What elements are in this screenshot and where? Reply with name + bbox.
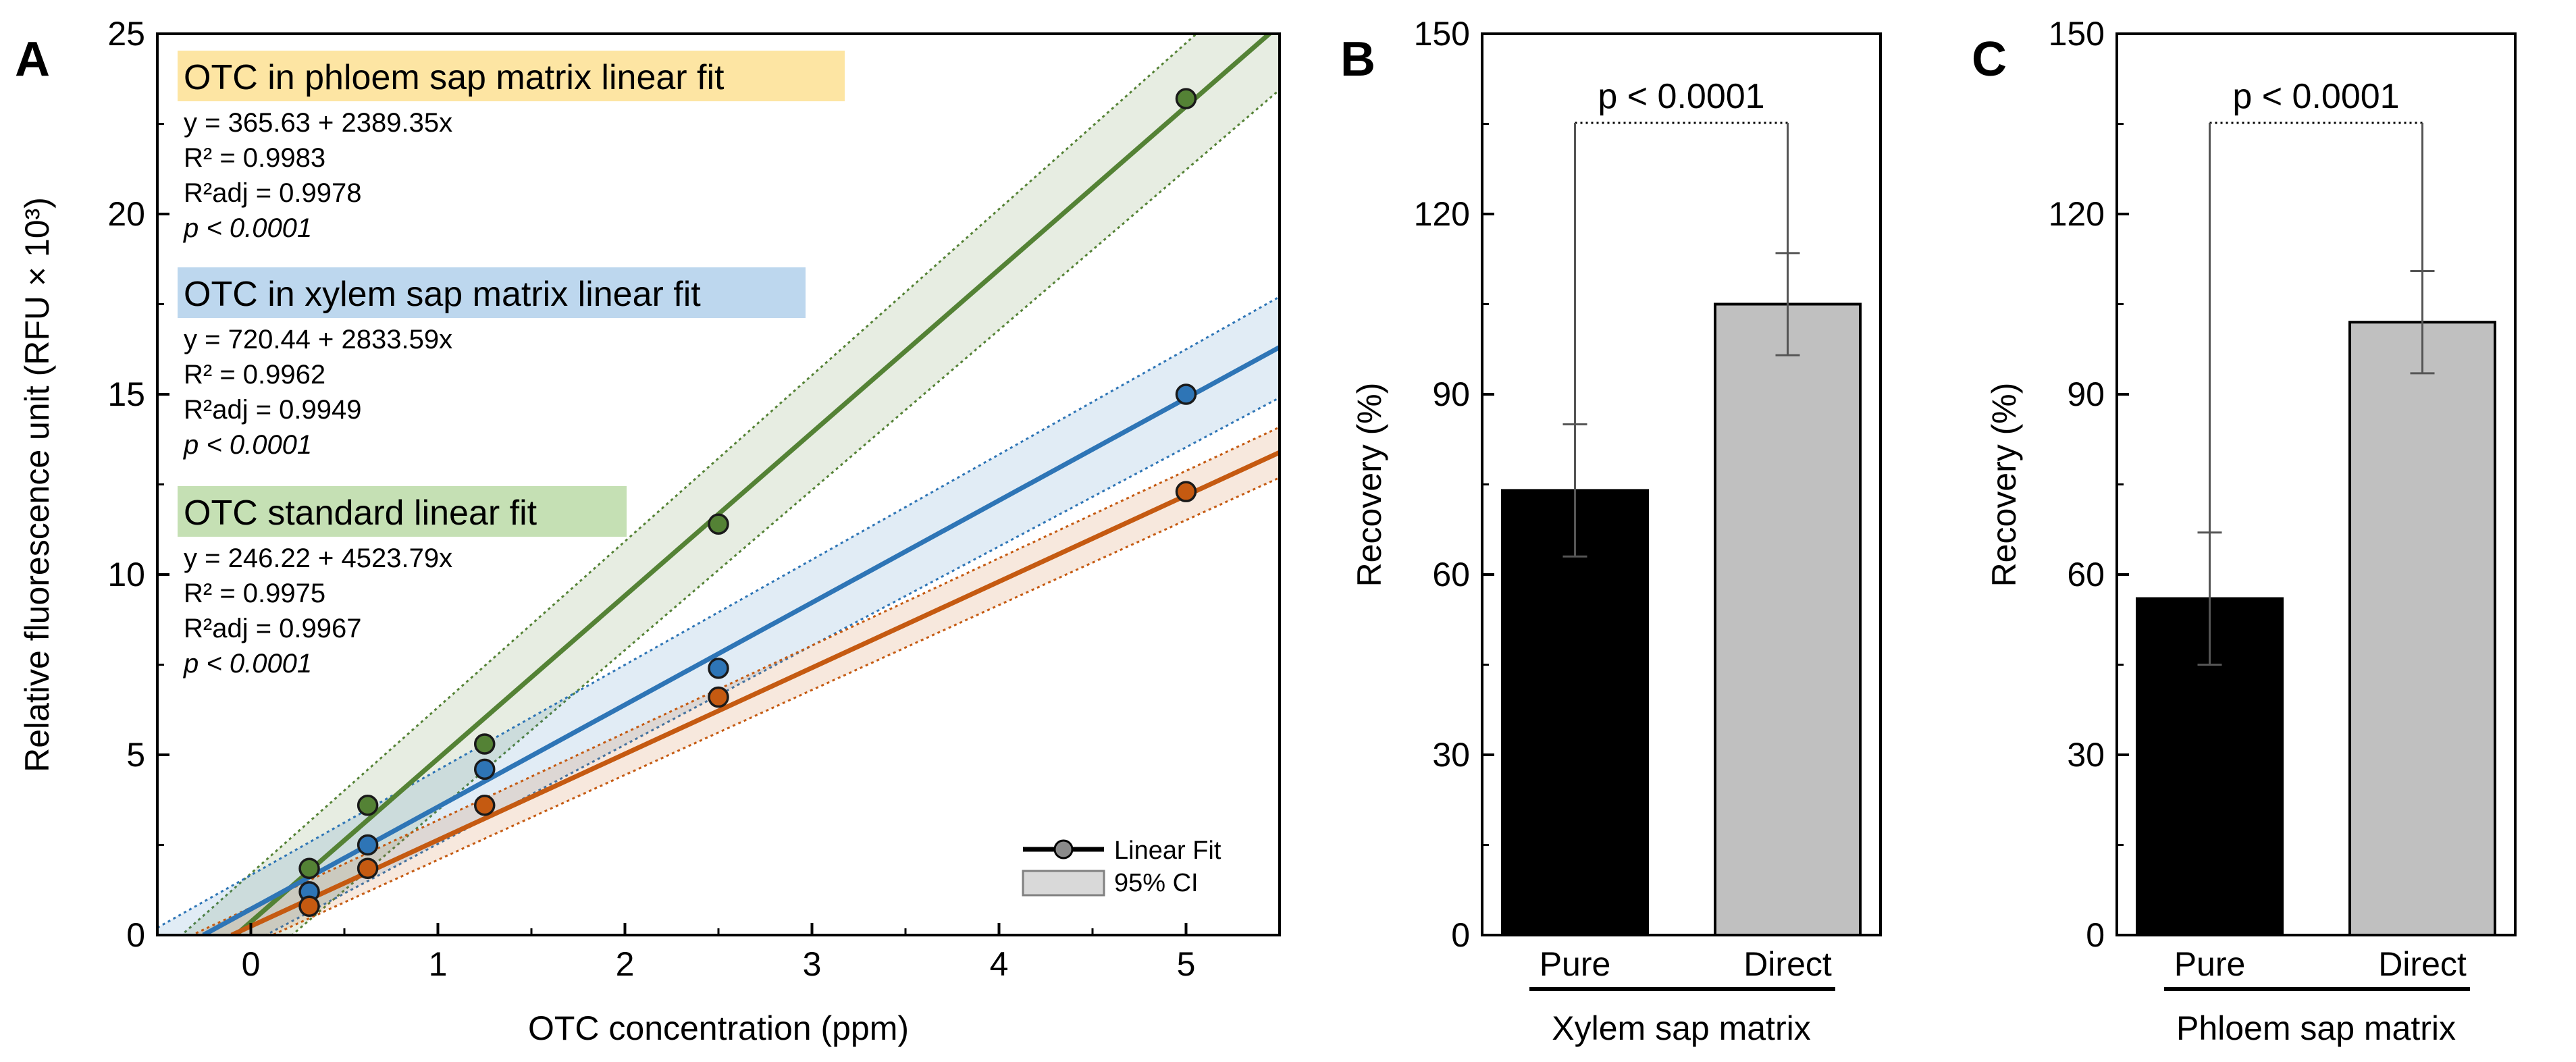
- c-bar-direct: [2348, 321, 2496, 936]
- phloem-ci-band: [181, 34, 1280, 935]
- b-category-label-direct: Direct: [1743, 945, 1832, 983]
- standard-fit-equation: y = 246.22 + 4523.79x: [184, 543, 452, 573]
- standard-fit-r2: R² = 0.9975: [184, 579, 325, 608]
- c-category-label-direct: Direct: [2378, 945, 2467, 983]
- legend-linear-fit-label: Linear Fit: [1114, 837, 1221, 865]
- panel-c-bar-chart: Pure Direct 0 30 60 90 120 150 p < 0.0001 Recov…: [1985, 15, 2517, 1047]
- standard-fit-line: [230, 450, 1280, 935]
- c-y-tick-label-120: 120: [2049, 195, 2105, 233]
- x-tick-label-5: 5: [1177, 945, 1196, 983]
- xylem-fit-equation: y = 720.44 + 2833.59x: [184, 325, 452, 354]
- panel-c-y-axis-label: Recovery (%): [1985, 383, 2023, 587]
- phloem-fit-p: p < 0.0001: [183, 213, 312, 243]
- xylem-fit-r2adj: R²adj = 0.9949: [184, 395, 362, 425]
- x-tick-label-2: 2: [616, 945, 635, 983]
- phloem-data-point: [1175, 88, 1197, 109]
- standard-data-point: [357, 857, 379, 879]
- phloem-fit-title: OTC in phloem sap matrix linear fit: [184, 58, 725, 97]
- xylem-data-point: [357, 834, 379, 856]
- standard-data-point: [1175, 481, 1197, 502]
- b-category-label-pure: Pure: [1540, 945, 1611, 983]
- standard-data-point: [474, 795, 496, 816]
- phloem-fit-title-highlight: [178, 51, 845, 101]
- c-y-tick-label-150: 150: [2049, 15, 2105, 53]
- xylem-ci-band: [157, 296, 1280, 935]
- b-bar-pure: [1501, 489, 1649, 936]
- panel-b-y-axis-label: Recovery (%): [1350, 383, 1388, 587]
- panel-a-x-axis-label: OTC concentration (ppm): [528, 1009, 909, 1047]
- xylem-fit-line: [202, 345, 1280, 935]
- panel-a-label: A: [15, 32, 50, 86]
- y-tick-label-20: 20: [107, 195, 145, 233]
- panel-b-label: B: [1340, 32, 1375, 86]
- phloem-data-point: [474, 733, 496, 755]
- panel-c-label: C: [1972, 32, 2007, 86]
- xylem-fit-p: p < 0.0001: [183, 430, 312, 460]
- legend-linear-fit-marker: [1053, 839, 1074, 859]
- b-y-tick-label-120: 120: [1414, 195, 1470, 233]
- y-tick-label-25: 25: [107, 15, 145, 53]
- standard-fit-title-highlight: [178, 486, 627, 537]
- b-y-tick-label-60: 60: [1432, 556, 1470, 593]
- panel-b-group-label: Xylem sap matrix: [1552, 1009, 1810, 1047]
- x-tick-label-0: 0: [242, 945, 261, 983]
- xylem-fit-title-highlight: [178, 267, 806, 318]
- c-y-tick-label-30: 30: [2067, 736, 2105, 774]
- legend-ci-swatch: [1022, 870, 1105, 897]
- y-tick-label-5: 5: [126, 736, 145, 774]
- panel-b-bar-chart: Pure Direct 0 30 60 90 120 150 p < 0.0001 Recov…: [1350, 15, 1882, 1047]
- b-y-tick-label-90: 90: [1432, 375, 1470, 413]
- panel-c-group-label: Phloem sap matrix: [2176, 1009, 2456, 1047]
- phloem-fit-r2: R² = 0.9983: [184, 143, 325, 173]
- panel-a-scatter-chart: 0 1 2 3 4 5 0 5 10 15 20 25 OTC concentration (ppm)…: [18, 15, 1281, 1047]
- xylem-ci-upper-bound: [157, 296, 1280, 929]
- phloem-fit-r2adj: R²adj = 0.9978: [184, 178, 362, 208]
- x-tick-label-3: 3: [803, 945, 822, 983]
- b-y-tick-label-30: 30: [1432, 736, 1470, 774]
- xylem-ci-lower-bound: [263, 396, 1280, 935]
- xylem-data-point: [474, 758, 496, 780]
- phloem-data-point: [298, 857, 320, 879]
- phloem-data-point: [708, 513, 729, 535]
- c-category-label-pure: Pure: [2174, 945, 2246, 983]
- c-y-tick-label-90: 90: [2067, 375, 2105, 413]
- phloem-ci-upper-bound: [180, 34, 1199, 935]
- y-tick-label-15: 15: [107, 375, 145, 413]
- panel-a-y-axis-label: Relative fluorescence unit (RFU × 10³): [18, 197, 56, 772]
- x-tick-label-4: 4: [990, 945, 1009, 983]
- c-significance-label: p < 0.0001: [2232, 77, 2399, 116]
- standard-fit-p: p < 0.0001: [183, 649, 312, 679]
- b-significance-label: p < 0.0001: [1598, 77, 1764, 116]
- xylem-data-point: [708, 658, 729, 679]
- y-tick-label-10: 10: [107, 556, 145, 593]
- xylem-fit-title: OTC in xylem sap matrix linear fit: [184, 275, 701, 314]
- b-bar-direct: [1714, 302, 1862, 936]
- y-tick-label-0: 0: [126, 916, 145, 954]
- b-y-tick-label-0: 0: [1451, 916, 1470, 954]
- standard-ci-lower-bound: [269, 477, 1280, 935]
- xylem-data-point: [1175, 383, 1197, 405]
- standard-data-point: [708, 686, 729, 708]
- standard-fit-r2adj: R²adj = 0.9967: [184, 614, 362, 643]
- phloem-fit-equation: y = 365.63 + 2389.35x: [184, 108, 452, 138]
- c-y-tick-label-0: 0: [2086, 916, 2105, 954]
- x-tick-label-1: 1: [429, 945, 448, 983]
- b-y-tick-label-150: 150: [1414, 15, 1470, 53]
- standard-data-point: [298, 895, 320, 918]
- standard-fit-title: OTC standard linear fit: [184, 494, 537, 533]
- phloem-fit-line: [234, 34, 1273, 935]
- panel-a-legend: Linear Fit 95% CI: [1022, 837, 1221, 897]
- xylem-fit-r2: R² = 0.9962: [184, 360, 325, 390]
- legend-ci-label: 95% CI: [1114, 869, 1199, 897]
- c-y-tick-label-60: 60: [2067, 556, 2105, 593]
- phloem-data-point: [357, 795, 379, 816]
